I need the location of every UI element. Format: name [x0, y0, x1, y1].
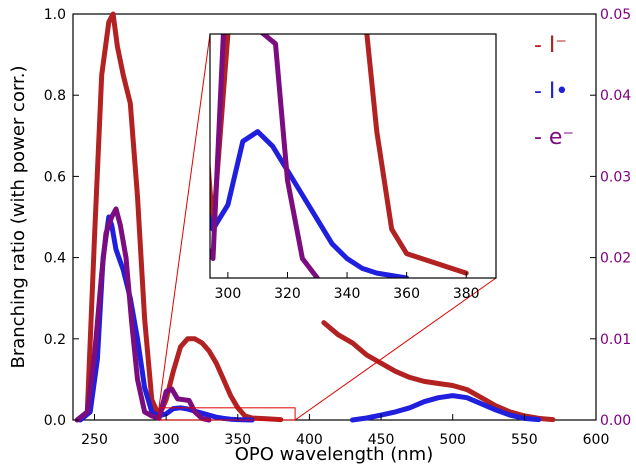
inset-background	[210, 34, 496, 278]
zoom-guide-right	[294, 277, 497, 421]
x-tick-label: 300	[153, 432, 180, 448]
legend-entry-electron: - e⁻	[534, 125, 574, 150]
x-tick-label: 250	[81, 432, 108, 448]
y2-tick-label: 0.04	[600, 88, 631, 104]
main-plot-area: 250 300 350 400 450 500 550 600 0.0 0.2 0.4 0.6 0.8…	[44, 7, 632, 448]
inset-x-tick-label: 320	[274, 286, 301, 302]
main-series-group	[74, 11, 556, 423]
inset-x-tick-label: 340	[334, 286, 361, 302]
series-line-2-segment-0	[74, 206, 212, 423]
zoom-box	[158, 407, 296, 421]
y-axis-title: Branching ratio (with power corr.)	[8, 65, 29, 368]
inset-x-tick-label: 380	[453, 286, 480, 302]
inset-x-axis-ticks: 300 320 340 360 380	[215, 272, 480, 302]
y2-tick-label: 0.00	[600, 413, 631, 429]
x-tick-label: 600	[583, 432, 610, 448]
series-line-0-segment-1	[321, 320, 556, 423]
series-line-0-segment-0	[74, 11, 284, 423]
inset-frame	[209, 33, 497, 279]
y2-axis-ticks: 0.00 0.01 0.02 0.03 0.04 0.05	[590, 7, 631, 429]
x-axis-title: OPO wavelength (nm)	[235, 444, 433, 465]
inset-x-tick-label: 360	[393, 286, 420, 302]
y-tick-label: 0.4	[44, 251, 66, 267]
x-tick-label: 500	[439, 432, 466, 448]
y-tick-label: 0.6	[44, 169, 66, 185]
y2-tick-label: 0.03	[600, 169, 631, 185]
x-tick-label: 550	[511, 432, 538, 448]
x-axis-ticks: 250 300 350 400 450 500 550 600	[81, 414, 609, 448]
inset-plot-area: 300 320 340 360 380	[209, 33, 497, 302]
zoom-guides	[158, 33, 497, 421]
inset-series-line-0-segment-0	[210, 34, 469, 276]
inset-x-tick-label: 300	[215, 286, 242, 302]
legend: - I⁻ - I• - e⁻	[534, 33, 574, 150]
x-tick-label: 400	[296, 432, 323, 448]
y2-tick-label: 0.02	[600, 251, 631, 267]
y-axis-ticks: 0.0 0.2 0.4 0.6 0.8 1.0	[44, 7, 79, 429]
y-tick-label: 0.0	[44, 413, 66, 429]
inset-series-line-2-segment-0	[210, 34, 320, 278]
y2-tick-label: 0.05	[600, 7, 631, 23]
inset-series-group	[210, 34, 469, 278]
x-tick-label: 450	[368, 432, 395, 448]
y-tick-label: 0.8	[44, 88, 66, 104]
y-tick-label: 1.0	[44, 7, 66, 23]
y2-tick-label: 0.01	[600, 332, 631, 348]
x-tick-label: 350	[224, 432, 251, 448]
main-plot-frame	[72, 13, 597, 421]
legend-entry-iodide: - I⁻	[534, 33, 567, 58]
series-line-1-segment-1	[349, 393, 542, 423]
y-tick-label: 0.2	[44, 332, 66, 348]
legend-entry-iodine-radical: - I•	[534, 79, 568, 104]
zoom-guide-left	[158, 33, 211, 408]
